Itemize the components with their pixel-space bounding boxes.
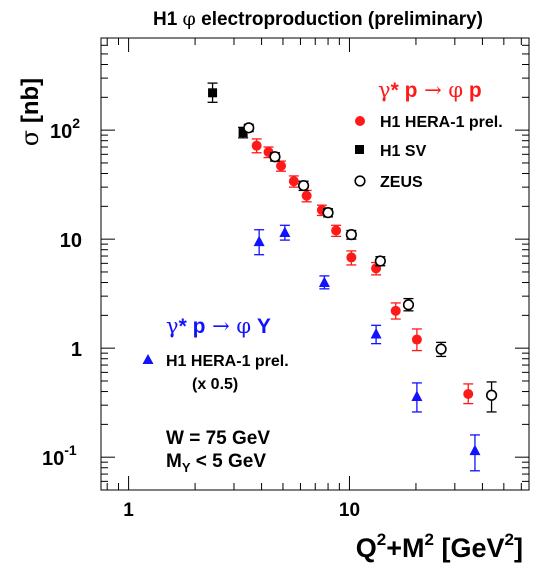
- plot-frame: [100, 37, 530, 491]
- legend-marker-zeus: [354, 175, 366, 187]
- data-point-h1-hera-1-prel-3: [318, 276, 330, 288]
- data-point-h1-sv-1: [208, 88, 218, 98]
- data-points-group: [207, 82, 498, 472]
- ylabel-sigma: σ: [16, 130, 44, 146]
- data-point-zeus-2: [485, 389, 498, 401]
- data-point-h1-hera-1-prel-0: [463, 388, 474, 399]
- legend-marker-h1-sv: [355, 145, 364, 154]
- y-axis-label: σ [nb]: [16, 78, 44, 146]
- x-axis-label: Q2+M2 [GeV2]: [356, 530, 523, 563]
- data-point-h1-hera-1-prel-0: [390, 305, 401, 316]
- energy-annotation: W = 75 GeV: [166, 428, 270, 449]
- data-point-zeus-2: [435, 343, 447, 355]
- legend-label-h1-hera1-blue: H1 HERA-1 prel.: [166, 353, 289, 370]
- title-post: electroproduction (preliminary): [196, 9, 483, 30]
- chart-title: H1 φ electroproduction (preliminary): [153, 8, 483, 30]
- legend-marker-h1-hera1-blue: [142, 354, 154, 364]
- data-point-h1-hera-1-prel-0: [331, 225, 342, 236]
- blue-process-label: γ* p → φ Y: [166, 314, 271, 338]
- title-pre: H1: [153, 9, 183, 30]
- data-point-zeus-2: [298, 179, 310, 192]
- x-tick-label: 10: [339, 500, 360, 521]
- y-tick-label: 102: [50, 115, 80, 143]
- data-point-zeus-2: [402, 299, 415, 311]
- legend-label-h1-sv: H1 SV: [380, 143, 427, 160]
- data-point-h1-hera-1-prel-0: [411, 334, 422, 345]
- legend-label-zeus: ZEUS: [380, 174, 423, 191]
- legend-label-h1-hera1-red: H1 HERA-1 prel.: [380, 114, 503, 131]
- data-point-h1-hera-1-prel-0: [251, 140, 262, 151]
- axes-group: 1 10 10-1 1 10 102: [42, 37, 529, 521]
- data-point-h1-hera-1-prel-0: [301, 190, 312, 201]
- y-tick-label: 10: [60, 230, 82, 252]
- x-tick-label: 1: [123, 500, 134, 521]
- data-point-h1-hera-1-prel-3: [253, 235, 265, 247]
- data-point-zeus-2: [322, 207, 334, 219]
- ylabel-unit: [nb]: [17, 78, 44, 130]
- data-point-h1-hera-1-prel-3: [370, 327, 382, 339]
- mass-cut-annotation: MY < 5 GeV: [166, 451, 266, 475]
- data-point-h1-hera-1-prel-3: [411, 390, 423, 402]
- y-tick-label: 10-1: [42, 442, 77, 470]
- data-point-h1-sv-1: [238, 128, 248, 138]
- data-point-zeus-2: [374, 255, 386, 267]
- title-phi: φ: [183, 8, 196, 30]
- data-point-zeus-2: [345, 229, 357, 241]
- data-point-h1-hera-1-prel-0: [346, 252, 357, 263]
- y-tick-label: 1: [71, 339, 82, 361]
- legend-sublabel-scale: (x 0.5): [192, 376, 238, 393]
- data-point-zeus-2: [243, 122, 255, 134]
- data-point-h1-hera-1-prel-3: [469, 444, 481, 456]
- legend-marker-h1-hera1-red: [355, 116, 365, 126]
- data-point-h1-hera-1-prel-0: [288, 176, 299, 187]
- red-process-label: γ* p → φ p: [378, 78, 482, 102]
- data-point-h1-hera-1-prel-0: [276, 160, 287, 171]
- data-point-h1-hera-1-prel-3: [279, 226, 291, 238]
- data-point-zeus-2: [269, 151, 281, 163]
